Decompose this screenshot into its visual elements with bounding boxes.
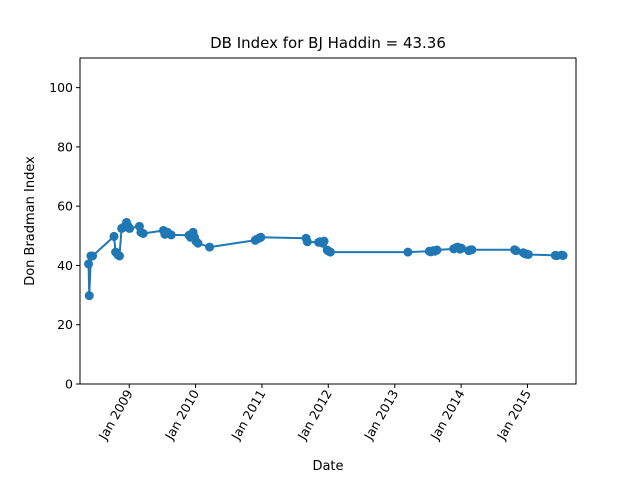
- data-point: [403, 247, 413, 257]
- data-point: [256, 232, 266, 242]
- y-tick-label: 60: [57, 199, 73, 214]
- data-point: [457, 243, 466, 253]
- data-point: [523, 249, 533, 259]
- data-point: [467, 245, 477, 255]
- data-point: [205, 242, 215, 252]
- data-point: [511, 246, 521, 256]
- data-point: [125, 223, 135, 233]
- data-point: [319, 236, 329, 246]
- y-axis-label: Don Bradman Index: [23, 156, 38, 286]
- data-point: [88, 251, 98, 261]
- data-point: [325, 247, 335, 257]
- data-point: [432, 245, 442, 255]
- chart-title: DB Index for BJ Haddin = 43.36: [210, 34, 446, 52]
- data-point: [109, 231, 119, 241]
- x-axis-label: Date: [312, 459, 343, 474]
- data-point: [558, 251, 568, 260]
- data-point: [166, 230, 176, 240]
- data-point: [114, 251, 124, 261]
- data-point: [84, 259, 94, 269]
- y-tick-label: 100: [49, 80, 73, 95]
- y-tick-label: 80: [57, 139, 73, 154]
- series-layer: [84, 217, 568, 301]
- y-tick-label: 20: [57, 317, 73, 332]
- y-tick-label: 0: [65, 377, 73, 392]
- plot-area: [80, 58, 576, 384]
- data-point: [138, 228, 148, 238]
- y-axis: 0 20 40 60 80 100: [49, 80, 80, 392]
- data-point: [302, 237, 312, 247]
- data-point: [84, 291, 94, 301]
- data-point: [193, 238, 203, 248]
- y-tick-label: 40: [57, 258, 73, 273]
